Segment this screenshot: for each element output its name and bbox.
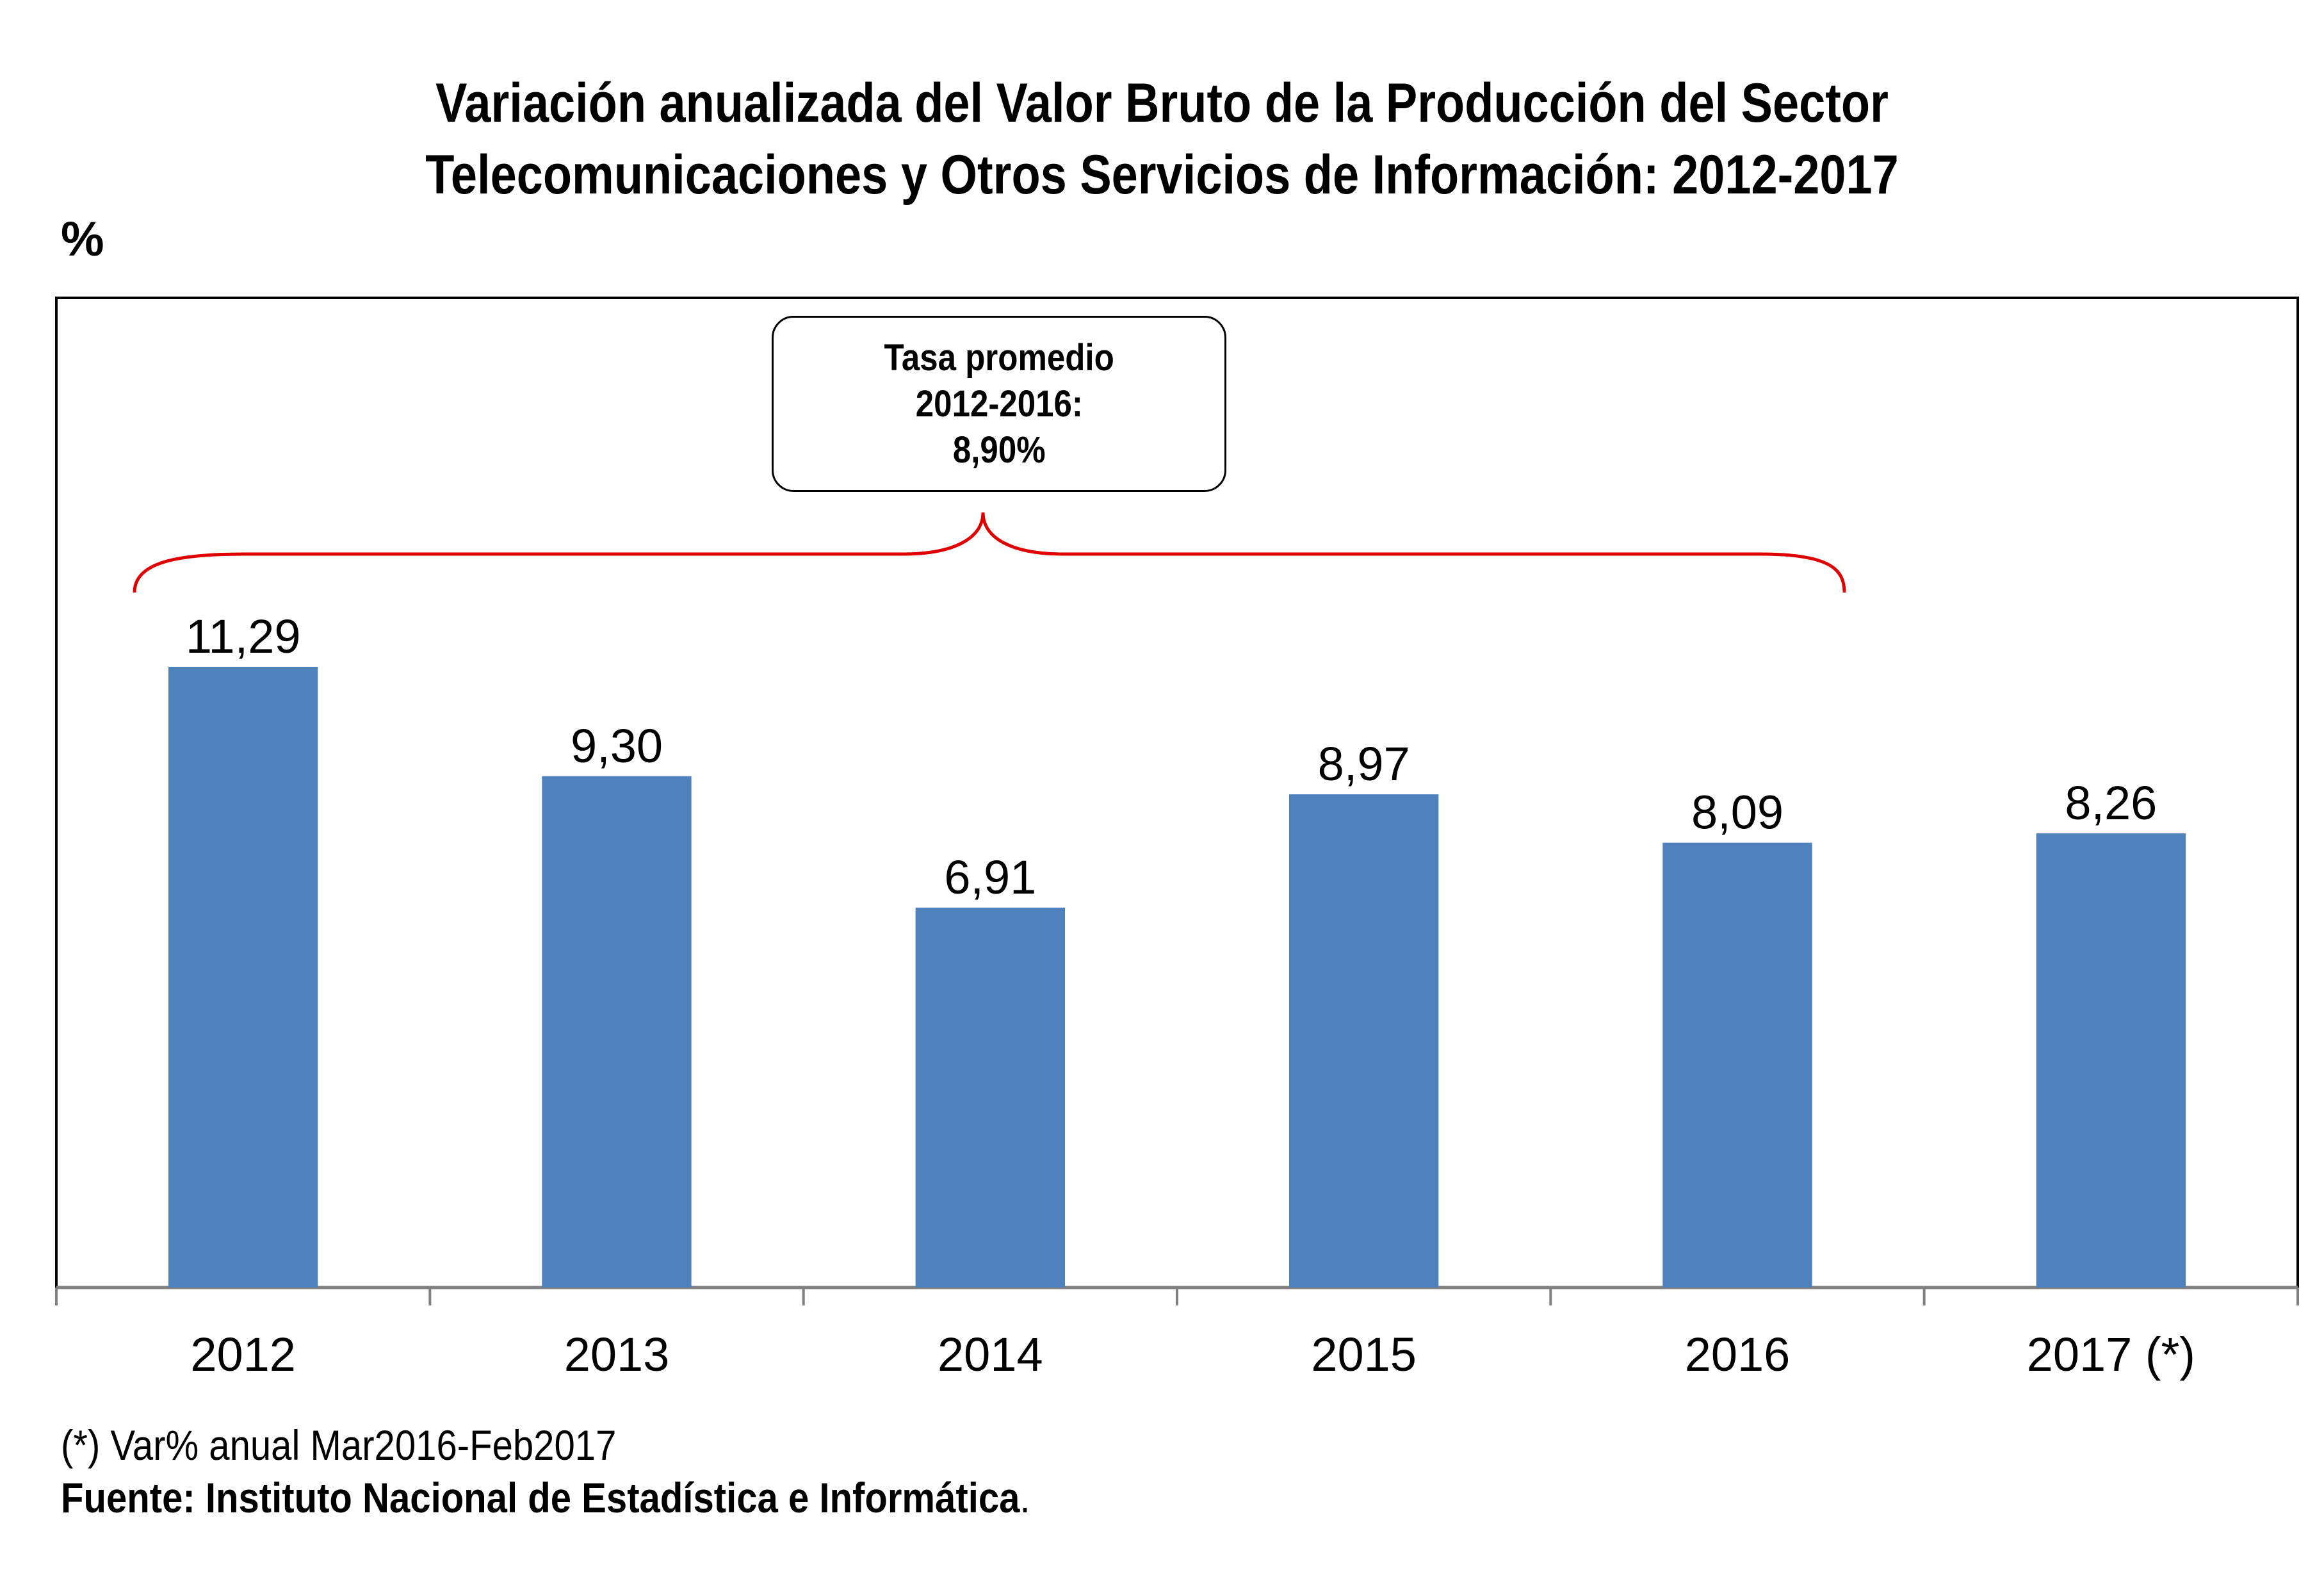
bar-2014	[915, 907, 1065, 1288]
x-axis-ticks	[55, 1288, 2299, 1305]
value-labels-group: 11,29 9,30 6,91 8,97 8,09 8,26	[186, 610, 2157, 904]
chart-title-line2: Telecomunicaciones y Otros Servicios de …	[425, 144, 1899, 206]
source-note: Fuente: Instituto Nacional de Estadístic…	[61, 1473, 1030, 1522]
unit-label: %	[61, 212, 104, 266]
value-label: 9,30	[571, 719, 663, 773]
value-label: 8,97	[1318, 737, 1410, 790]
bars-group	[168, 666, 2186, 1288]
source-dot: .	[1020, 1474, 1030, 1521]
category-label: 2014	[938, 1328, 1043, 1381]
category-labels-group: 2012 2013 2014 2015 2016 2017 (*)	[190, 1328, 2195, 1381]
category-label: 2015	[1311, 1328, 1417, 1381]
category-label: 2016	[1685, 1328, 1791, 1381]
source-text: Fuente: Instituto Nacional de Estadístic…	[61, 1474, 1020, 1521]
bar-2015	[1289, 794, 1439, 1288]
average-box-line1: Tasa promedio	[884, 336, 1114, 379]
bar-2017	[2036, 833, 2186, 1288]
category-label: 2012	[190, 1328, 296, 1381]
value-label: 6,91	[944, 851, 1036, 904]
chart-title-line1: Variación anualizada del Valor Bruto de …	[435, 72, 1889, 134]
value-label: 8,26	[2065, 776, 2157, 830]
average-bracket	[133, 512, 1846, 593]
chart-title: Variación anualizada del Valor Bruto de …	[163, 67, 2161, 211]
footnote: (*) Var% anual Mar2016-Feb2017	[61, 1421, 617, 1469]
bar-2016	[1662, 842, 1812, 1288]
value-label: 8,09	[1691, 786, 1784, 839]
bar-2012	[168, 666, 318, 1288]
average-box-line2: 2012-2016:	[915, 382, 1083, 425]
average-box-value: 8,90%	[952, 429, 1046, 471]
bar-2013	[542, 776, 692, 1288]
category-label: 2013	[564, 1328, 670, 1381]
category-label: 2017 (*)	[2027, 1328, 2195, 1381]
value-label: 11,29	[186, 610, 301, 663]
average-rate-box: Tasa promedio 2012-2016: 8,90%	[772, 316, 1226, 492]
